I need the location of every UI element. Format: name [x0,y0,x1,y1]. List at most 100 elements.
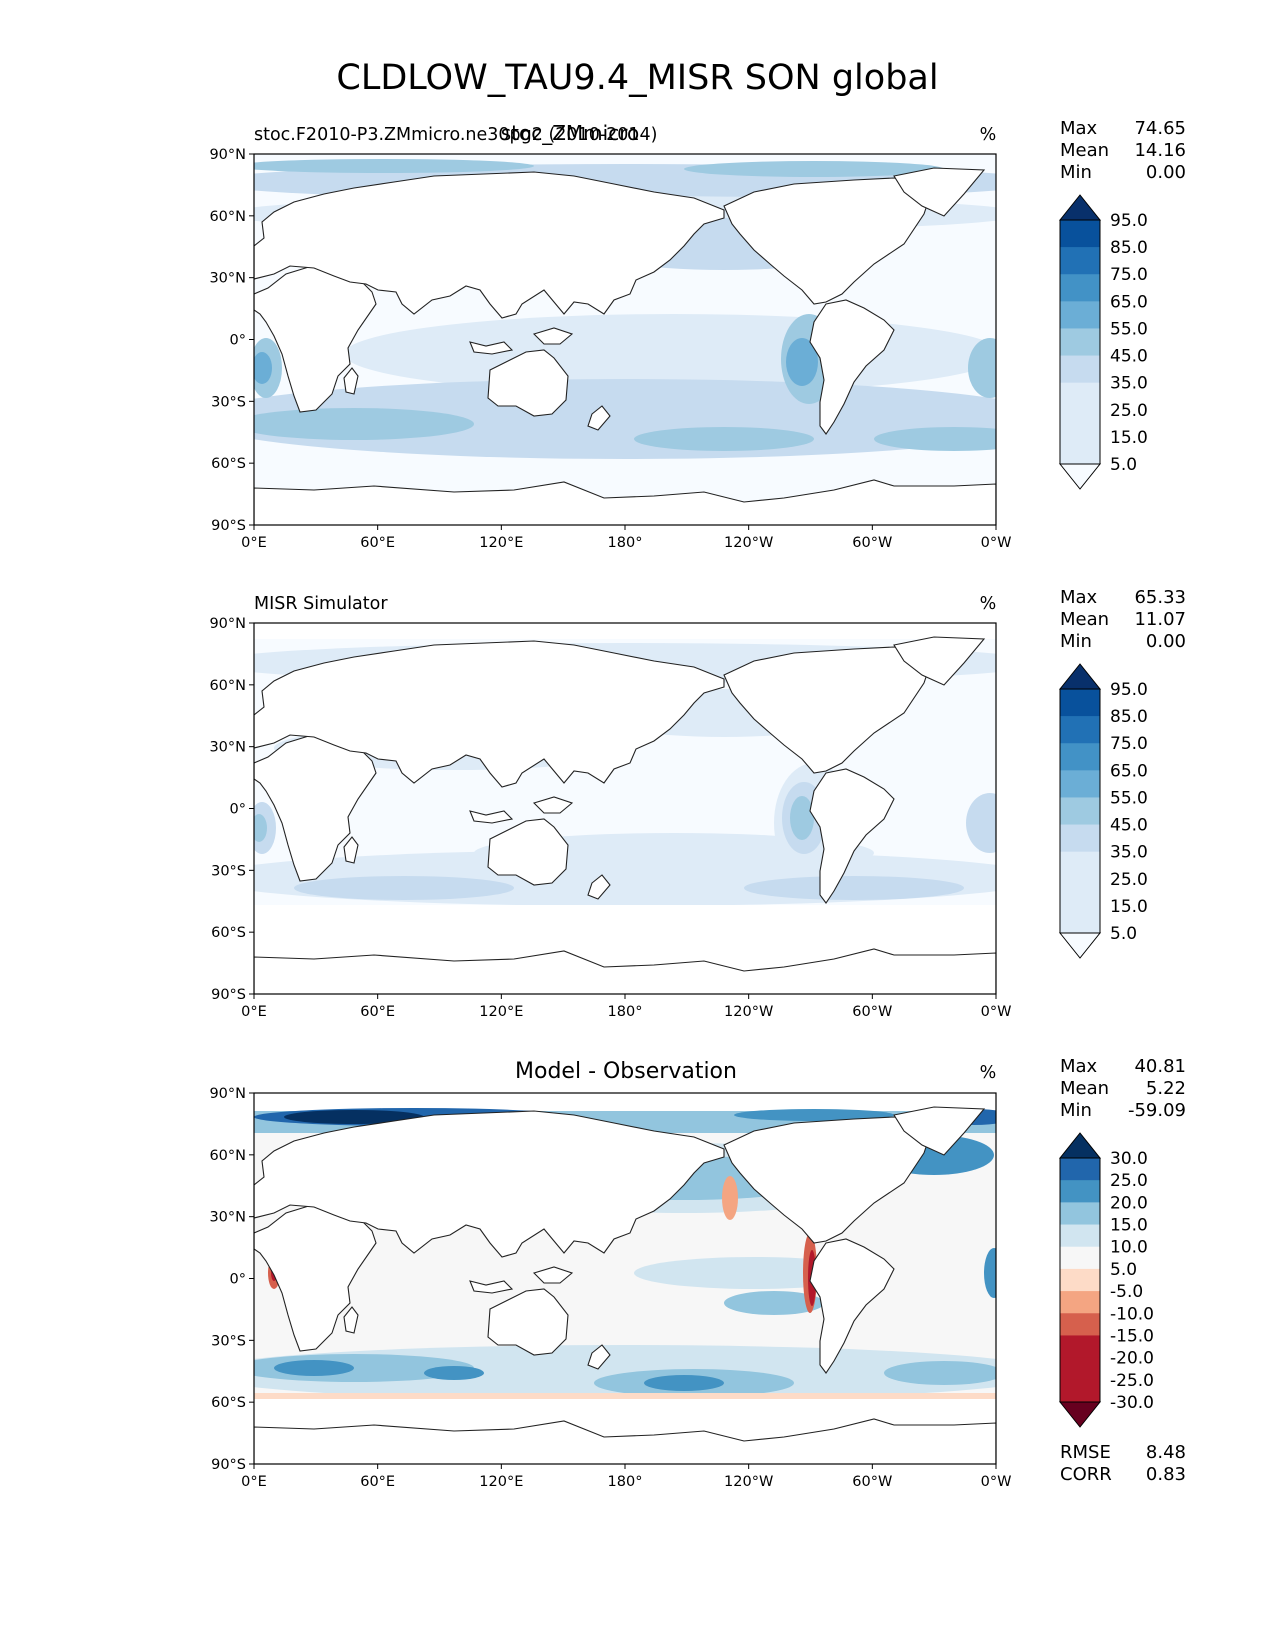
colorbar-band [1060,689,1100,717]
lat-tick-label: 60°S [211,456,246,472]
panel2-left-title: MISR Simulator [254,594,388,614]
panel2-max-label: Max [1060,587,1098,608]
colorbar-band [1060,220,1100,248]
colorbar-tick-label: 35.0 [1110,843,1148,863]
panel3-units: % [980,1063,997,1083]
colorbar-band [1060,1313,1100,1336]
panel1-mean-value: 14.16 [1134,140,1186,161]
colorbar-tick-label: 5.0 [1110,924,1137,944]
colorbar-band [1060,1246,1100,1270]
panel2-min-label: Min [1060,631,1092,652]
colorbar-extend-top [1058,663,1102,690]
colorbar-band [1060,797,1100,826]
colorbar-tick-label: 55.0 [1110,319,1148,339]
colorbar-tick-label: 85.0 [1110,707,1148,727]
colorbar-tick-label: 95.0 [1110,680,1148,700]
lon-tick-label: 120°E [479,1474,523,1490]
lat-tick-label: 60°N [209,1148,246,1164]
panel-model: stoc.F2010-P3.ZMmicro.ne30pg2 (2010-2014… [209,118,1186,551]
colorbar-tick-label: 75.0 [1110,734,1148,754]
lon-tick-label: 120°W [724,1004,773,1020]
panel-difference: Model - Observation % [209,1056,1186,1490]
colorbar-tick-label: 55.0 [1110,788,1148,808]
lat-tick-label: 60°N [209,678,246,694]
colorbar-band [1060,301,1100,329]
colorbar-band [1060,1357,1100,1381]
lat-tick-label: 90°N [209,1086,246,1102]
lon-tick-label: 120°E [479,1004,523,1020]
lat-tick-label: 90°S [211,518,246,534]
lat-tick-label: 0° [230,1272,246,1288]
colorbar-band [1060,1291,1100,1314]
panel2-mean-label: Mean [1060,609,1109,630]
lat-tick-label: 60°S [211,1395,246,1411]
lon-tick-label: 0°W [981,1474,1012,1490]
colorbar-band [1060,436,1100,465]
colorbar-tick-label: 30.0 [1110,1149,1148,1169]
colorbar-tick-label: 5.0 [1110,1260,1137,1280]
colorbar-band [1060,1158,1100,1181]
colorbar-tick-label: 75.0 [1110,265,1148,285]
panel2-min-value: 0.00 [1146,631,1186,652]
lon-tick-label: 0°W [981,535,1012,551]
panel3-max-value: 40.81 [1134,1056,1186,1077]
panel1-center-title: stoc_ZMmicro [501,121,640,145]
colorbar-tick-label: -10.0 [1110,1304,1154,1324]
colorbar-tick-label: 65.0 [1110,761,1148,781]
panel2-colorbar: 95.0 85.0 75.0 65.0 55.0 45.0 35.0 25.0 15.0 5.0 [1058,663,1148,959]
panel3-mean-value: 5.22 [1146,1078,1186,1099]
lon-tick-label: 60°E [360,1004,395,1020]
colorbar-band [1060,851,1100,880]
panel3-colorbar: 30.025.020.0 15.010.05.0-5.0-10.0-15.0 -20… [1058,1132,1154,1428]
colorbar-tick-label: 5.0 [1110,455,1137,475]
lat-tick-label: 30°S [211,394,246,410]
panel3-map [254,1093,996,1464]
colorbar-band [1060,382,1100,411]
colorbar-band [1060,1379,1100,1403]
colorbar-tick-label: -5.0 [1110,1282,1143,1302]
colorbar-tick-label: 15.0 [1110,1216,1148,1236]
panel3-min-value: -59.09 [1128,1100,1186,1121]
colorbar-band [1060,770,1100,798]
lon-tick-label: 180° [608,535,643,551]
colorbar-band [1060,716,1100,744]
panel2-units: % [980,594,997,614]
panel3-mean-label: Mean [1060,1078,1109,1099]
colorbar-frame [1059,688,1101,934]
colorbar-band [1060,355,1100,384]
colorbar-tick-label: 25.0 [1110,1171,1148,1191]
lon-tick-label: 60°W [852,1004,892,1020]
lat-tick-label: 90°S [211,987,246,1003]
panel1-mean-label: Mean [1060,140,1109,161]
colorbar-band [1060,1202,1100,1226]
colorbar-band [1060,743,1100,771]
lon-tick-label: 120°E [479,535,523,551]
lon-tick-label: 120°W [724,1474,773,1490]
colorbar-tick-label: 25.0 [1110,401,1148,421]
lat-tick-label: 30°N [209,740,246,756]
panel1-left-title: stoc.F2010-P3.ZMmicro.ne30pg2 (2010-2014… [254,125,658,145]
colorbar-tick-label: 25.0 [1110,870,1148,890]
colorbar-tick-label: -30.0 [1110,1393,1154,1413]
colorbar-band [1060,328,1100,357]
colorbar-band [1060,1268,1100,1292]
colorbar-band [1060,1335,1100,1359]
corr-value: 0.83 [1146,1464,1186,1485]
panel1-colorbar: 95.0 85.0 75.0 65.0 55.0 45.0 35.0 25.0 15.0 5.0 [1058,194,1148,490]
lon-tick-label: 0°E [241,1474,267,1490]
colorbar-band [1060,824,1100,853]
colorbar-tick-label: -20.0 [1110,1349,1154,1369]
colorbar-tick-label: 85.0 [1110,238,1148,258]
lat-tick-label: 30°N [209,1210,246,1226]
colorbar-tick-label: 10.0 [1110,1238,1148,1258]
colorbar-band [1060,247,1100,275]
lat-tick-label: 0° [230,802,246,818]
lat-tick-label: 60°S [211,925,246,941]
colorbar-tick-label: -15.0 [1110,1326,1154,1346]
lat-tick-label: 30°N [209,271,246,287]
colorbar-band [1060,274,1100,302]
colorbar-tick-label: -25.0 [1110,1371,1154,1391]
corr-label: CORR [1060,1464,1112,1485]
colorbar-tick-label: 35.0 [1110,374,1148,394]
panel1-max-value: 74.65 [1134,118,1186,139]
